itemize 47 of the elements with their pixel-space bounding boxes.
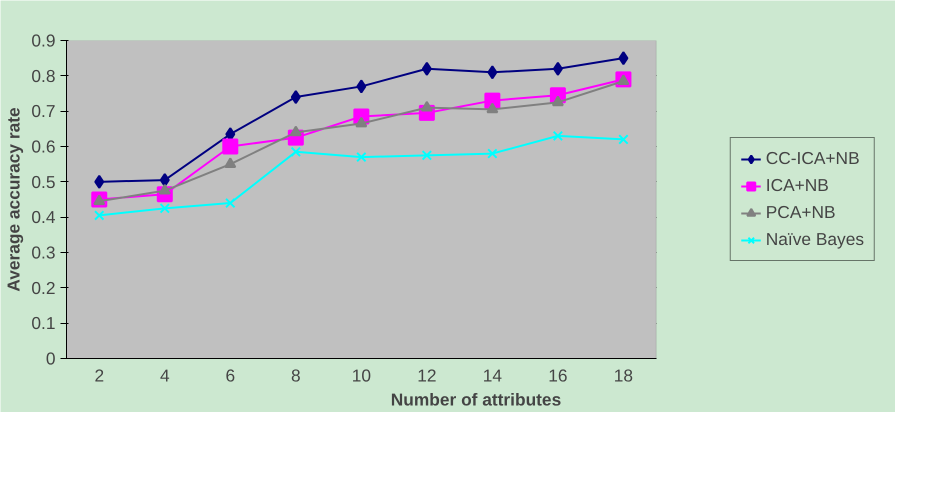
x-axis-title: Number of attributes [390,390,562,410]
x-tick-label: 18 [614,366,634,386]
point [487,148,498,159]
legend-label: CC-ICA+NB [766,148,860,169]
y-axis-title: Average accuracy rate [3,106,24,292]
point [224,157,236,168]
x-tick-label: 12 [417,366,437,386]
y-tick-label: 0.9 [31,30,56,50]
point [222,138,238,154]
y-tick-label: 0.5 [31,172,56,192]
legend-label: Naïve Bayes [766,229,864,250]
x-tick-label: 14 [482,366,502,386]
y-tick-label: 0.2 [31,278,56,298]
y-tick-label: 0.8 [31,66,56,86]
point [552,130,564,142]
x-tick-label: 16 [548,366,568,386]
point [94,174,104,189]
legend-label: PCA+NB [766,202,836,223]
point [618,134,629,145]
point [486,102,498,114]
x-tick-label: 4 [160,366,170,386]
point [487,65,498,80]
point [160,203,170,214]
y-tick-label: 0 [46,348,56,368]
point [94,210,105,221]
x-tick-label: 10 [352,366,371,386]
point [290,126,302,136]
point [160,173,170,188]
point [552,62,563,76]
point [356,152,367,162]
point [290,146,302,158]
point [290,90,301,104]
legend-label: ICA+NB [766,175,829,196]
point [422,62,432,76]
point [225,198,236,208]
y-tick-label: 0.7 [31,101,56,122]
point [422,150,432,161]
y-tick-label: 0.3 [31,242,56,262]
x-tick-label: 2 [94,366,104,386]
point [618,51,628,66]
x-tick-label: 6 [225,366,236,386]
y-tick-label: 0.6 [31,136,56,156]
point [356,79,366,94]
point [420,100,433,112]
x-tick-label: 8 [291,366,301,386]
y-tick-label: 0.1 [31,313,56,334]
y-tick-label: 0.4 [31,207,56,228]
